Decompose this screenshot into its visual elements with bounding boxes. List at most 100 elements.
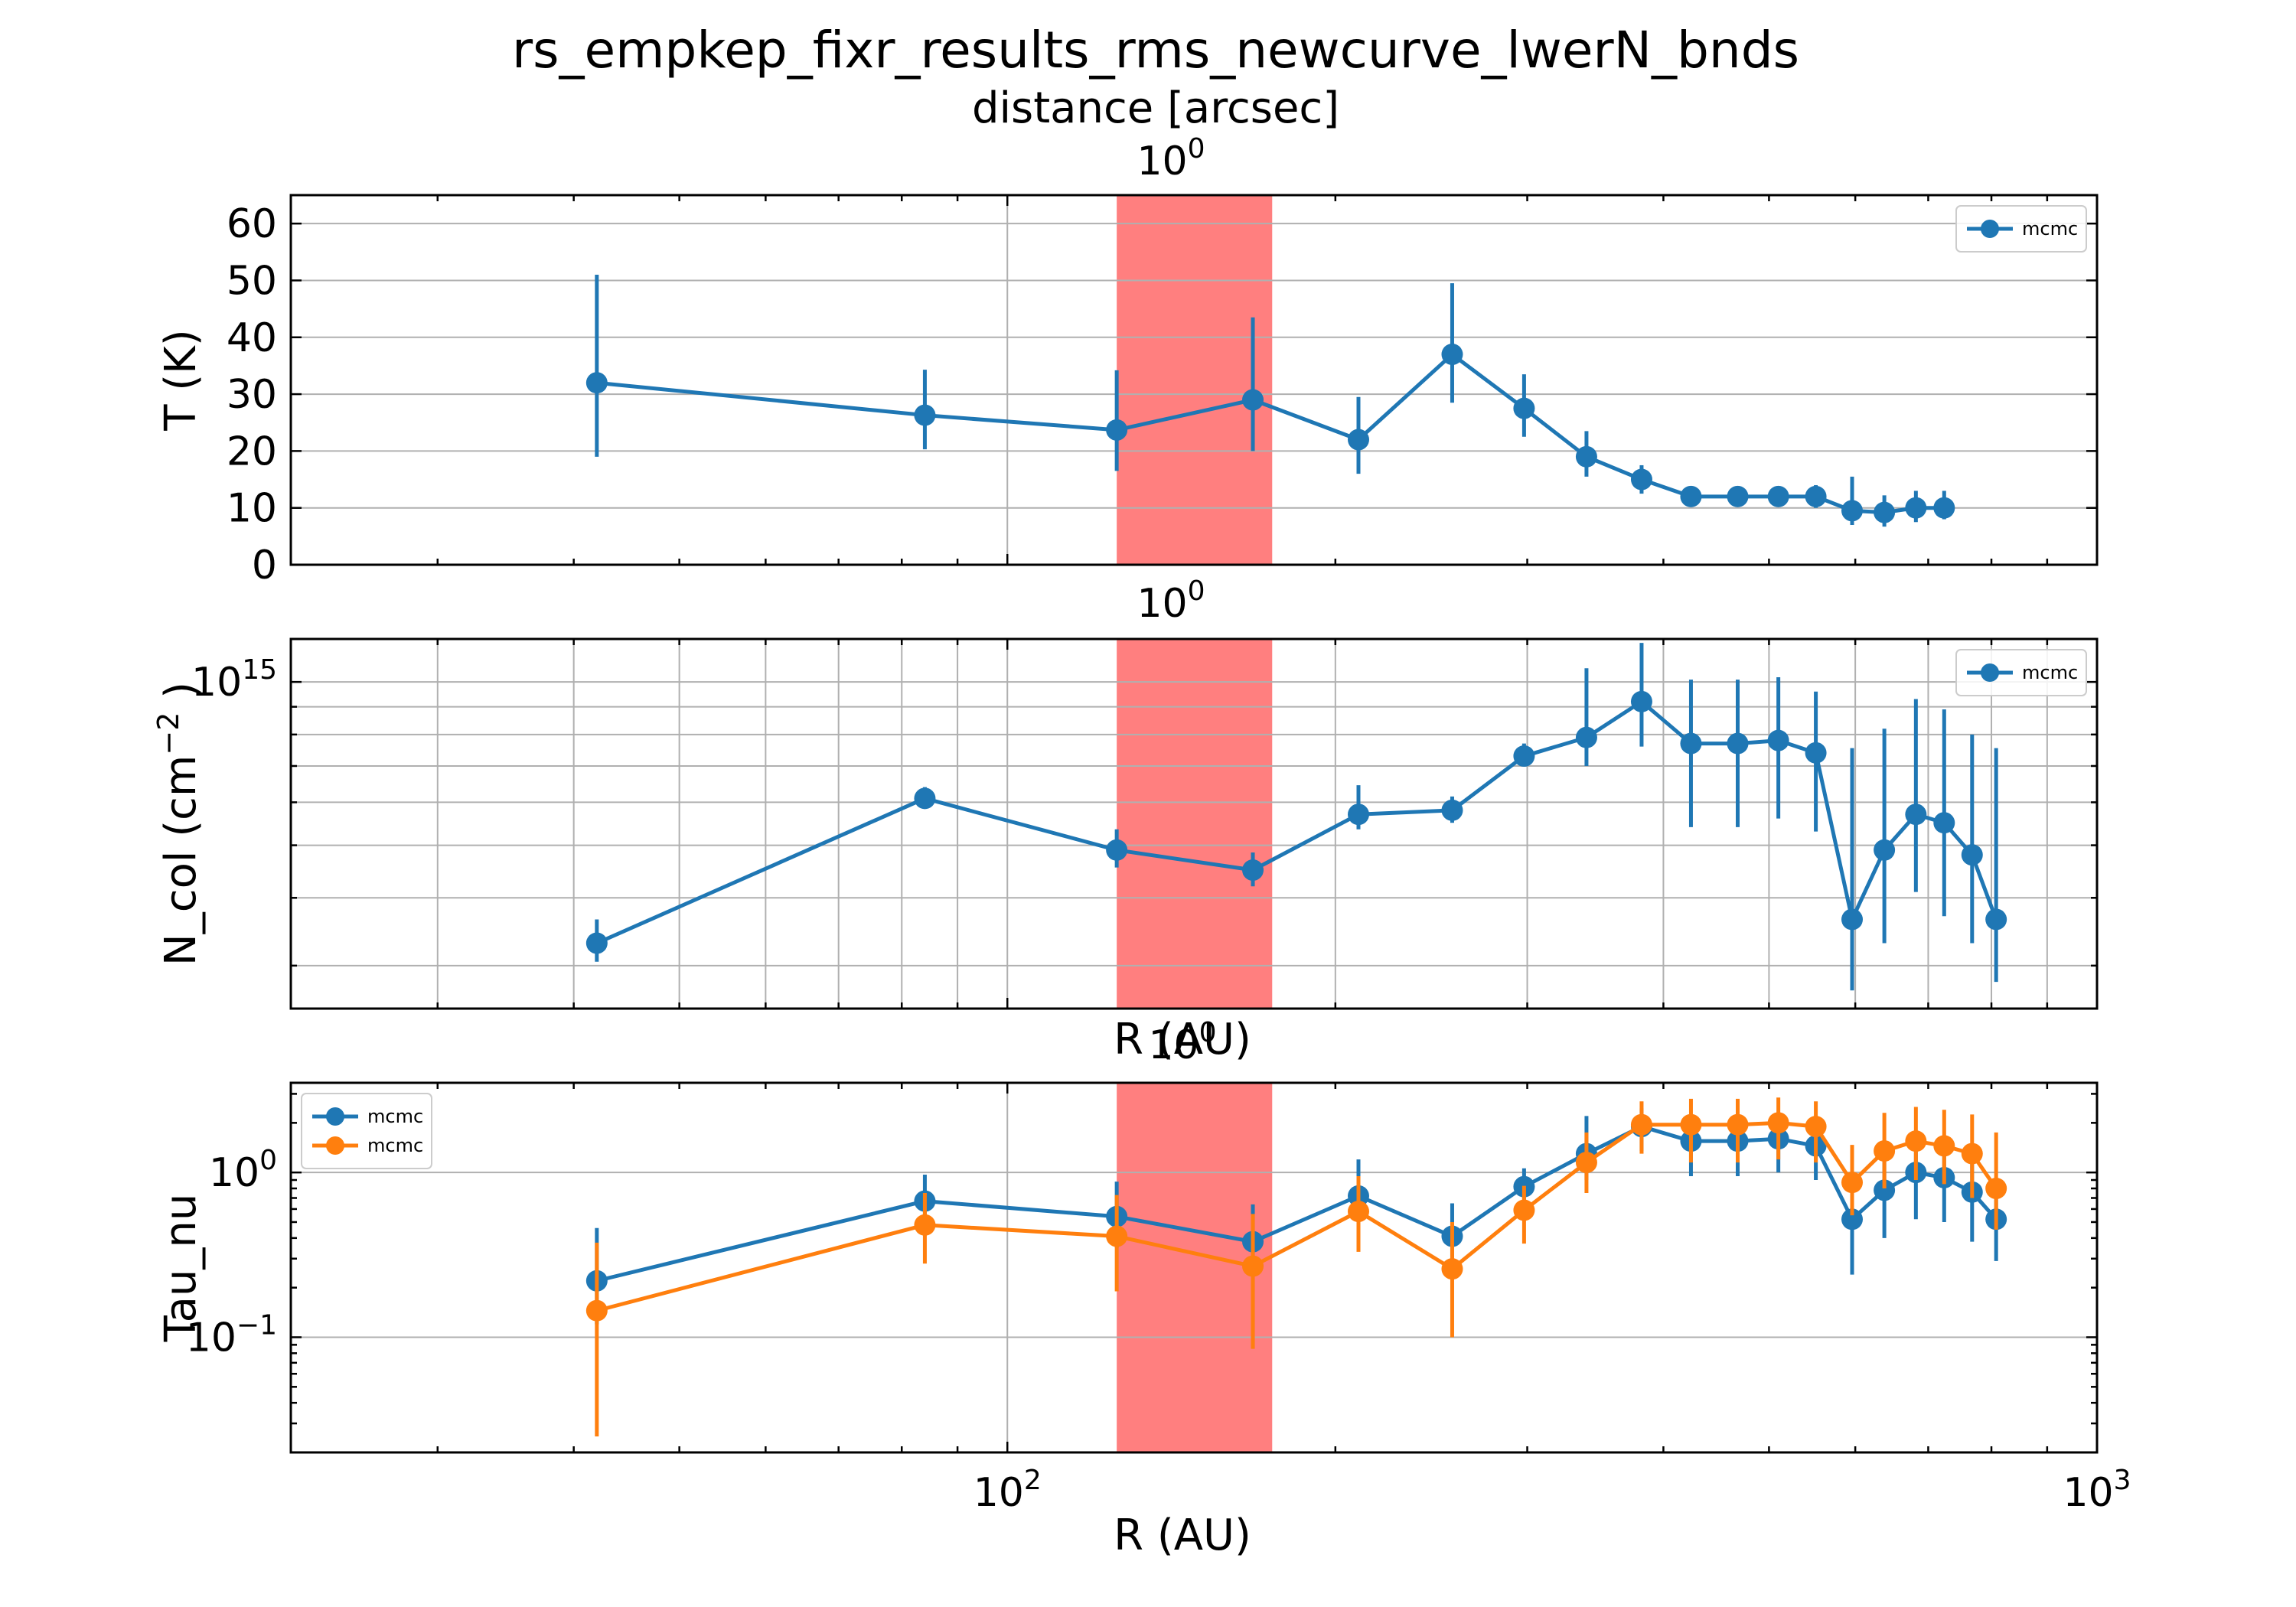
axes-frame bbox=[289, 637, 2099, 1010]
data-point bbox=[1680, 485, 1702, 507]
top-tick-label-panel3: 100 bbox=[1148, 1017, 1216, 1068]
data-point bbox=[1575, 445, 1597, 468]
data-point bbox=[1513, 1199, 1535, 1221]
data-point bbox=[914, 787, 936, 810]
data-point bbox=[1767, 729, 1789, 751]
data-point bbox=[914, 404, 936, 426]
data-point bbox=[1513, 745, 1535, 768]
x-tick-label: 102 bbox=[974, 1465, 1042, 1516]
data-point bbox=[1106, 1225, 1128, 1247]
y-axis-label: N_col (cm−2 ) bbox=[152, 682, 206, 966]
x-tick-label: 103 bbox=[2063, 1465, 2131, 1516]
legend-box bbox=[1955, 205, 2087, 253]
panel-temperature: 0 10 20 30 40 50 60 T (K) mcmc bbox=[156, 194, 2099, 588]
shaded-band bbox=[1117, 639, 1273, 1009]
mid-xlabel: R (AU) bbox=[1114, 1015, 1251, 1064]
y-tick-label: 100 bbox=[209, 1145, 277, 1196]
data-point bbox=[1841, 908, 1864, 931]
data-point bbox=[1441, 799, 1463, 821]
data-point bbox=[1767, 485, 1789, 507]
series-0 bbox=[585, 275, 1955, 527]
y-axis-label: T (K) bbox=[156, 329, 206, 431]
data-point bbox=[1727, 732, 1749, 755]
legend: mcmc bbox=[1955, 649, 2087, 696]
data-point bbox=[1805, 742, 1827, 764]
data-point bbox=[1242, 1255, 1264, 1277]
data-point bbox=[1874, 1179, 1896, 1201]
data-point bbox=[1985, 1178, 2007, 1200]
legend: mcmc mcmc bbox=[301, 1093, 432, 1169]
data-point bbox=[1961, 1143, 1983, 1165]
panel-optical-depth: 10−1 100 102 103 Tau_nu mcmc mcmc bbox=[156, 1081, 2131, 1516]
y-tick-label: 60 bbox=[227, 201, 277, 247]
data-point bbox=[1727, 1113, 1749, 1136]
data-point bbox=[1680, 1113, 1702, 1136]
x-axis-label: R (AU) bbox=[1114, 1511, 1251, 1560]
y-tick-label: 1015 bbox=[191, 654, 277, 706]
top-tick-label-panel1: 100 bbox=[1137, 133, 1205, 184]
data-point bbox=[1905, 497, 1927, 519]
data-point bbox=[1841, 500, 1864, 522]
data-point bbox=[1106, 839, 1128, 861]
data-point bbox=[585, 372, 608, 394]
y-axis-label: Tau_nu bbox=[156, 1194, 206, 1343]
data-point bbox=[1242, 859, 1264, 882]
series-0 bbox=[585, 1108, 2007, 1325]
figure-title: rs_empkep_fixr_results_rms_newcurve_lwer… bbox=[512, 21, 1799, 80]
data-point bbox=[1933, 497, 1955, 519]
legend-box bbox=[1955, 649, 2087, 696]
data-point bbox=[1933, 1135, 1955, 1157]
legend-marker bbox=[326, 1107, 344, 1126]
data-point bbox=[1441, 1258, 1463, 1280]
y-tick-label: 30 bbox=[227, 372, 277, 418]
data-point bbox=[1767, 1112, 1789, 1134]
data-point bbox=[585, 1299, 608, 1322]
top-tick-label-panel2: 100 bbox=[1137, 575, 1205, 627]
axes-frame bbox=[289, 194, 2099, 566]
legend-marker bbox=[326, 1136, 344, 1155]
data-point bbox=[1347, 804, 1369, 826]
legend-marker bbox=[1981, 220, 1999, 238]
data-point bbox=[1985, 908, 2007, 931]
data-point bbox=[1805, 1116, 1827, 1138]
data-point bbox=[1575, 726, 1597, 748]
data-point bbox=[1874, 501, 1896, 523]
top-axis-label: distance [arcsec] bbox=[972, 83, 1339, 133]
series-1 bbox=[585, 1097, 2007, 1437]
data-point bbox=[1805, 485, 1827, 507]
legend-label: mcmc bbox=[367, 1135, 423, 1156]
data-point bbox=[1347, 429, 1369, 451]
legend-marker bbox=[1981, 663, 1999, 682]
data-point bbox=[1575, 1152, 1597, 1174]
data-point bbox=[914, 1214, 936, 1236]
legend-box bbox=[301, 1093, 432, 1169]
data-point bbox=[1727, 485, 1749, 507]
data-point bbox=[1630, 690, 1652, 712]
data-point bbox=[1630, 468, 1652, 491]
data-point bbox=[1905, 1130, 1927, 1152]
y-tick-label: 50 bbox=[227, 258, 277, 304]
data-point bbox=[1630, 1113, 1652, 1136]
data-point bbox=[585, 932, 608, 954]
data-point bbox=[1680, 732, 1702, 755]
data-point bbox=[1106, 419, 1128, 441]
series-0 bbox=[585, 643, 2007, 991]
y-tick-label: 40 bbox=[227, 315, 277, 361]
data-point bbox=[1441, 344, 1463, 366]
legend-label: mcmc bbox=[2022, 218, 2078, 240]
data-point bbox=[1242, 389, 1264, 411]
y-tick-label: 0 bbox=[252, 543, 277, 588]
legend-label: mcmc bbox=[2022, 662, 2078, 683]
legend-label: mcmc bbox=[367, 1106, 423, 1127]
data-point bbox=[1513, 397, 1535, 419]
data-point bbox=[1905, 804, 1927, 826]
axes-frame bbox=[289, 1081, 2099, 1454]
data-point bbox=[1961, 844, 1983, 866]
data-point bbox=[1933, 812, 1955, 834]
legend: mcmc bbox=[1955, 205, 2087, 253]
y-tick-label: 10−1 bbox=[186, 1309, 277, 1361]
data-point bbox=[1874, 839, 1896, 861]
data-point bbox=[1874, 1140, 1896, 1162]
